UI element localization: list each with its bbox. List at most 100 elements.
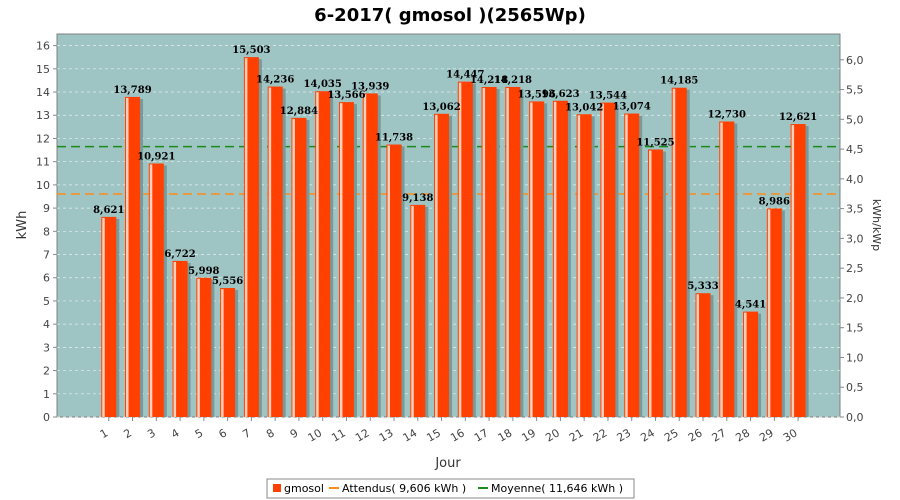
bar [291,117,307,417]
bar-highlight [339,103,343,417]
y-right-tick-label: 2,0 [846,292,864,305]
y-right-tick-label: 0,5 [846,381,864,394]
data-label: 8,621 [93,205,124,216]
reference-lines [57,145,840,195]
x-tick-label: 29 [757,426,776,444]
data-label: 5,998 [188,266,219,277]
bar-highlight [149,164,153,417]
y-tick-label: 6 [43,272,50,285]
data-label: 5,333 [687,281,718,292]
y-tick-label: 5 [43,295,50,308]
bar [671,87,687,418]
chart-title: 6-2017( gmosol )(2565Wp) [314,5,586,26]
x-tick-label: 8 [264,426,277,441]
data-label: 13,623 [541,89,579,100]
data-label: 12,884 [280,106,318,117]
y-tick-label: 1 [43,388,50,401]
data-label: 14,185 [660,76,698,87]
x-tick-label: 28 [733,426,752,444]
x-tick-label: 1 [98,426,111,441]
y-tick-label: 0 [43,411,50,424]
x-tick-label: 21 [567,426,586,444]
x-tick-label: 4 [169,426,182,441]
legend-box [266,478,635,499]
data-label: 14,218 [470,75,508,86]
bar [743,311,759,417]
bar-highlight [221,289,224,417]
x-tick-label: 25 [662,426,681,444]
bar-highlight [363,94,367,418]
y-right-tick-label: 4,5 [846,143,864,156]
bar [576,114,592,417]
bar-highlight [791,125,795,417]
legend-label-attendus: Attendus( 9,606 kWh ) [342,482,466,495]
y-axis-right-label: kWh/kWp [870,199,883,251]
bar [172,260,188,417]
bar-highlight [530,102,533,418]
data-label: 14,218 [494,75,532,86]
y-right-tick-label: 0,0 [846,411,864,424]
bar-highlight [126,97,129,417]
data-label: 13,596 [517,89,555,100]
x-tick-label: 6 [217,426,230,441]
bar-highlight [458,82,462,418]
x-axis-label: Jour [434,456,461,471]
bar-highlight [744,312,747,417]
y-tick-label: 4 [43,318,50,331]
y-right-tick-label: 1,0 [846,351,864,364]
bar [552,100,568,417]
bar-highlight [648,150,652,418]
x-tick-label: 11 [329,426,348,444]
legend-swatch-gmosol [273,484,281,492]
x-axis-ticks: 1 2 3 4 5 6 7 8 9 10 11 12 13 14 15 16 17 18 19 20 21 22 23 24 2… [98,417,800,445]
bar [267,86,283,417]
bar [624,113,640,418]
bar [790,124,806,417]
y-tick-label: 9 [43,202,50,215]
bar [719,121,735,417]
x-tick-label: 3 [145,426,158,441]
legend-label-moyenne: Moyenne( 11,646 kWh ) [491,482,623,495]
bar [457,81,473,418]
bar [434,113,450,417]
x-tick-label: 14 [401,426,420,444]
data-label: 9,138 [402,193,433,204]
bar [125,96,141,417]
x-tick-label: 24 [638,426,657,444]
bar-highlight [197,278,200,417]
legend: gmosol Attendus( 9,606 kWh ) Moyenne( 11… [266,478,635,499]
y-right-tick-label: 3,0 [846,232,864,245]
bars [101,57,809,418]
bar [315,91,331,417]
bar-highlight [553,101,557,417]
bar-highlight [102,217,105,417]
data-label: 11,525 [636,137,674,148]
data-label: 8,986 [759,196,790,207]
x-tick-label: 19 [520,426,539,444]
bar [766,208,782,417]
y-right-tick-label: 3,5 [846,203,864,216]
x-tick-label: 9 [288,426,301,441]
x-tick-label: 17 [472,426,491,444]
bar [220,288,236,417]
bar [386,144,402,417]
bar-highlight [316,92,319,417]
x-tick-label: 22 [591,426,610,444]
bar-highlight [672,88,676,418]
bar-highlight [268,87,272,417]
x-tick-label: 23 [615,426,634,444]
x-tick-label: 27 [710,426,729,444]
bar-highlight [411,205,414,417]
bar [505,86,521,417]
data-label: 14,447 [446,70,484,81]
y-tick-label: 13 [36,109,50,122]
data-label: 14,236 [256,75,294,86]
y-right-tick-label: 5,5 [846,84,864,97]
data-label: 15,503 [232,45,270,56]
data-label: 13,074 [613,102,651,113]
bar [148,163,164,417]
x-tick-label: 16 [448,426,467,444]
